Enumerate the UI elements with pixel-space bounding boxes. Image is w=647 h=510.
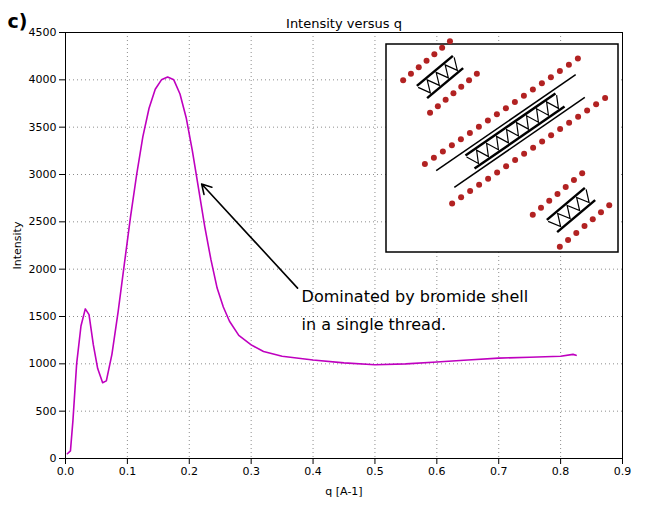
svg-text:0.7: 0.7	[490, 465, 508, 478]
svg-text:0.9: 0.9	[614, 465, 632, 478]
svg-text:Intensity: Intensity	[11, 221, 24, 269]
svg-text:4000: 4000	[29, 73, 57, 86]
svg-text:4500: 4500	[29, 26, 57, 39]
svg-text:1500: 1500	[29, 310, 57, 323]
svg-text:0.4: 0.4	[304, 465, 322, 478]
svg-text:500: 500	[36, 405, 57, 418]
svg-text:c): c)	[8, 10, 28, 32]
svg-text:0.3: 0.3	[242, 465, 260, 478]
svg-text:1000: 1000	[29, 357, 57, 370]
svg-text:2000: 2000	[29, 263, 57, 276]
svg-text:0.8: 0.8	[552, 465, 570, 478]
svg-text:0.1: 0.1	[119, 465, 137, 478]
svg-text:3000: 3000	[29, 168, 57, 181]
svg-text:2500: 2500	[29, 215, 57, 228]
svg-text:Dominated by bromide shellin a: Dominated by bromide shellin a single th…	[302, 287, 529, 334]
svg-text:0: 0	[50, 452, 57, 465]
svg-text:0.0: 0.0	[57, 465, 75, 478]
svg-text:0.6: 0.6	[428, 465, 446, 478]
svg-text:0.2: 0.2	[181, 465, 199, 478]
svg-text:Intensity versus q: Intensity versus q	[286, 16, 402, 31]
svg-text:3500: 3500	[29, 121, 57, 134]
svg-text:0.5: 0.5	[366, 465, 384, 478]
svg-text:q [A-1]: q [A-1]	[325, 485, 362, 498]
